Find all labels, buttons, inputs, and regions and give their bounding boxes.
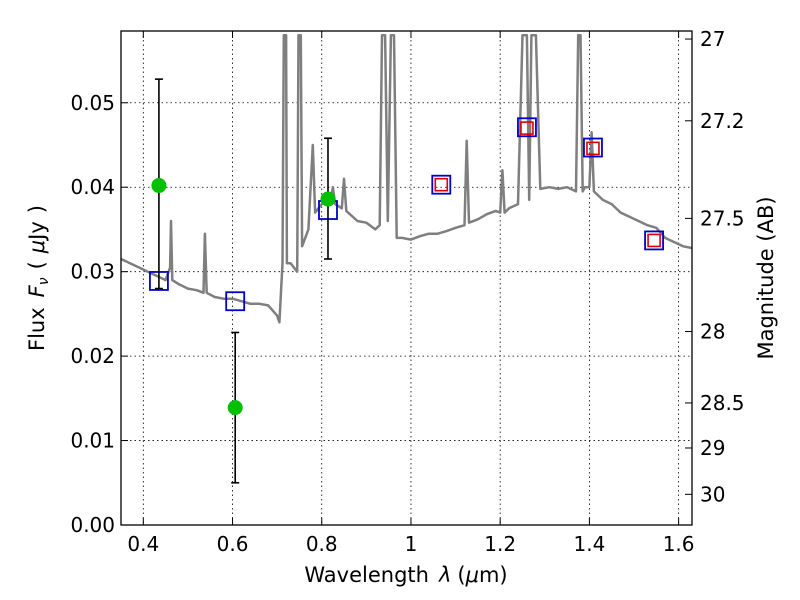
model-band-square — [517, 117, 537, 138]
x-tick-label: 0.4 — [127, 532, 159, 556]
observed-point — [320, 191, 336, 207]
observed-point — [227, 400, 243, 416]
y2-tick-label: 28 — [700, 320, 725, 344]
y2-tick-label: 27.2 — [700, 109, 745, 133]
predicted-square — [520, 121, 534, 135]
ticks: 0.4 0.6 0.8 1 1.2 1.4 1.6 0.00 0.01 0.02 0.03 0.04 0… — [70, 27, 744, 556]
plot-frame — [120, 30, 693, 526]
predicted-square — [647, 233, 661, 248]
y-tick-label: 0.05 — [70, 91, 115, 115]
y2-axis-label: Magnitude (AB) — [754, 196, 778, 359]
observed-point — [151, 178, 167, 194]
predicted-square — [434, 177, 449, 192]
x-tick-label: 1.2 — [484, 532, 516, 556]
x-tick-label: 0.8 — [306, 532, 338, 556]
predicted-square — [586, 141, 600, 156]
x-tick-label: 1 — [405, 532, 418, 556]
y2-tick-label: 27.5 — [700, 206, 745, 230]
y2-tick-label: 28.5 — [700, 391, 745, 415]
y2-tick-label: 29 — [700, 436, 725, 460]
y2-tick-label: 27 — [700, 27, 725, 51]
x-tick-label: 1.4 — [573, 532, 605, 556]
y-tick-label: 0.04 — [70, 175, 115, 199]
y2-tick-label: 30 — [700, 482, 725, 506]
photometry-markers — [149, 78, 664, 484]
model-band-square — [431, 174, 452, 195]
model-band-square — [583, 137, 603, 158]
model-spectrum-line — [121, 33, 692, 324]
model-band-square — [644, 230, 664, 251]
x-tick-label: 0.6 — [217, 532, 249, 556]
y-tick-label: 0.00 — [70, 513, 115, 537]
y-axis-label: FluxFν(μJy) — [25, 205, 52, 351]
x-tick-label: 1.6 — [663, 532, 695, 556]
model-spectrum — [121, 33, 692, 324]
x-axis-label: Wavelength λ (μm) — [304, 563, 507, 587]
y-tick-label: 0.02 — [70, 344, 115, 368]
model-band-square — [225, 291, 246, 312]
y-tick-label: 0.03 — [70, 260, 115, 284]
y-tick-label: 0.01 — [70, 429, 115, 453]
